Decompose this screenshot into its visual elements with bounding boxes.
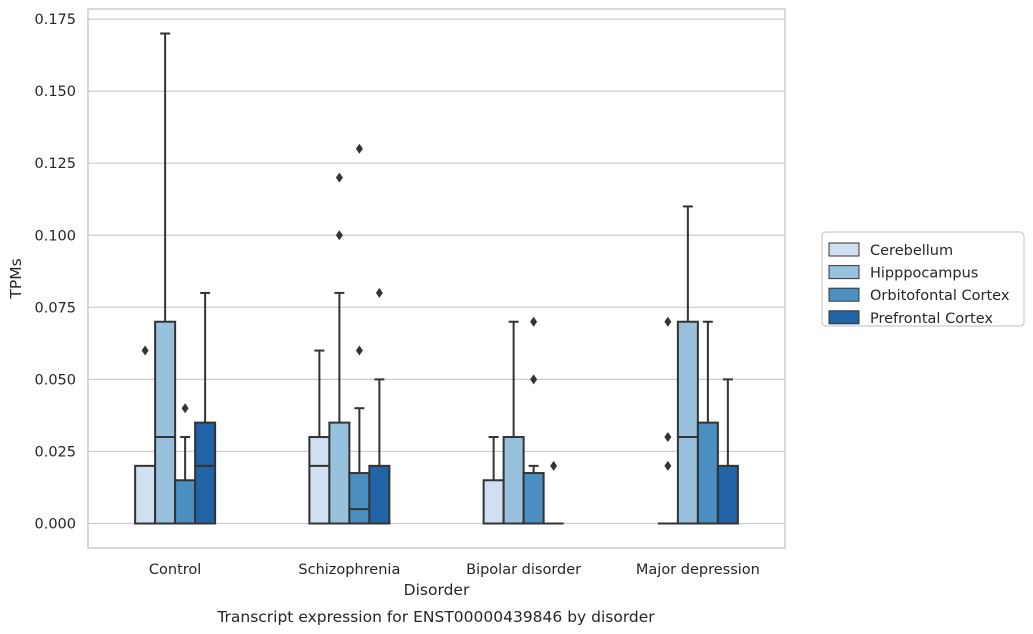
- plot-area: [134, 32, 739, 525]
- box-hipppocampus: [154, 32, 177, 525]
- y-tick-label: 0.125: [34, 156, 76, 172]
- x-tick-labels: Control Schizophrenia Bipolar disorder Majo…: [149, 562, 760, 578]
- box-prefrontal-cortex: [368, 287, 391, 525]
- x-tick-label: Bipolar disorder: [466, 562, 581, 578]
- box: [328, 421, 351, 525]
- box: [348, 472, 371, 525]
- legend-label: Cerebellum: [870, 243, 953, 259]
- box: [134, 464, 157, 525]
- box: [368, 464, 391, 525]
- box: [194, 421, 217, 525]
- box: [174, 479, 197, 525]
- outlier-point: [530, 316, 538, 327]
- y-tick-label: 0.175: [34, 12, 76, 28]
- outlier-point: [664, 432, 672, 443]
- y-tick-label: 0.050: [34, 372, 76, 388]
- box-orbitofontal-cortex: [174, 403, 197, 525]
- box-prefrontal-cortex: [716, 378, 739, 525]
- outlier-point: [355, 143, 363, 154]
- y-tick-label: 0.150: [34, 84, 76, 100]
- legend-label: Orbitofontal Cortex: [870, 288, 1010, 304]
- box: [308, 436, 331, 525]
- box-hipppocampus: [676, 205, 699, 525]
- box: [676, 320, 699, 525]
- outlier-point: [355, 345, 363, 356]
- box-orbitofontal-cortex: [522, 316, 545, 525]
- box: [716, 464, 739, 525]
- box: [522, 472, 545, 525]
- outlier-point: [141, 345, 149, 356]
- box: [482, 479, 505, 525]
- box-orbitofontal-cortex: [348, 143, 371, 525]
- chart-caption: Transcript expression for ENST0000043984…: [216, 608, 655, 626]
- x-axis-label: Disorder: [404, 581, 470, 599]
- x-tick-label: Schizophrenia: [298, 562, 400, 578]
- outlier-point: [664, 316, 672, 327]
- outlier-point: [550, 460, 558, 471]
- y-tick-label: 0.000: [34, 517, 76, 533]
- box: [502, 436, 525, 525]
- box: [696, 421, 719, 525]
- legend: Cerebellum Hipppocampus Orbitofontal Corte…: [821, 231, 1025, 327]
- legend-label: Hipppocampus: [870, 266, 978, 282]
- legend-swatch: [828, 242, 860, 257]
- legend-swatch: [828, 310, 860, 325]
- outlier-point: [335, 230, 343, 241]
- box-cerebellum: [134, 345, 157, 525]
- x-tick-label: Control: [149, 562, 201, 578]
- legend-label: Prefrontal Cortex: [870, 311, 993, 327]
- outlier-point: [664, 460, 672, 471]
- legend-swatch: [828, 265, 860, 280]
- box-hipppocampus: [328, 172, 351, 525]
- y-tick-label: 0.075: [34, 300, 76, 316]
- y-tick-label: 0.100: [34, 228, 76, 244]
- legend-swatch: [828, 287, 860, 302]
- y-tick-labels: 0.000 0.025 0.050 0.075 0.100 0.125 0.150 0.175: [34, 12, 76, 532]
- box-prefrontal-cortex: [543, 460, 564, 525]
- x-tick-label: Major depression: [636, 562, 760, 578]
- outlier-point: [335, 172, 343, 183]
- outlier-point: [530, 374, 538, 385]
- box-orbitofontal-cortex: [696, 320, 719, 525]
- box: [154, 320, 177, 525]
- legend-frame: [821, 231, 1025, 327]
- outlier-point: [375, 287, 383, 298]
- box-cerebellum: [482, 436, 505, 525]
- plot-frame: [87, 8, 786, 549]
- outlier-point: [181, 403, 189, 414]
- box-cerebellum: [308, 349, 331, 525]
- box-hipppocampus: [502, 320, 525, 525]
- box-prefrontal-cortex: [194, 291, 217, 525]
- box-cerebellum: [657, 316, 678, 525]
- y-axis-label: TPMs: [7, 258, 25, 299]
- y-tick-label: 0.025: [34, 444, 76, 460]
